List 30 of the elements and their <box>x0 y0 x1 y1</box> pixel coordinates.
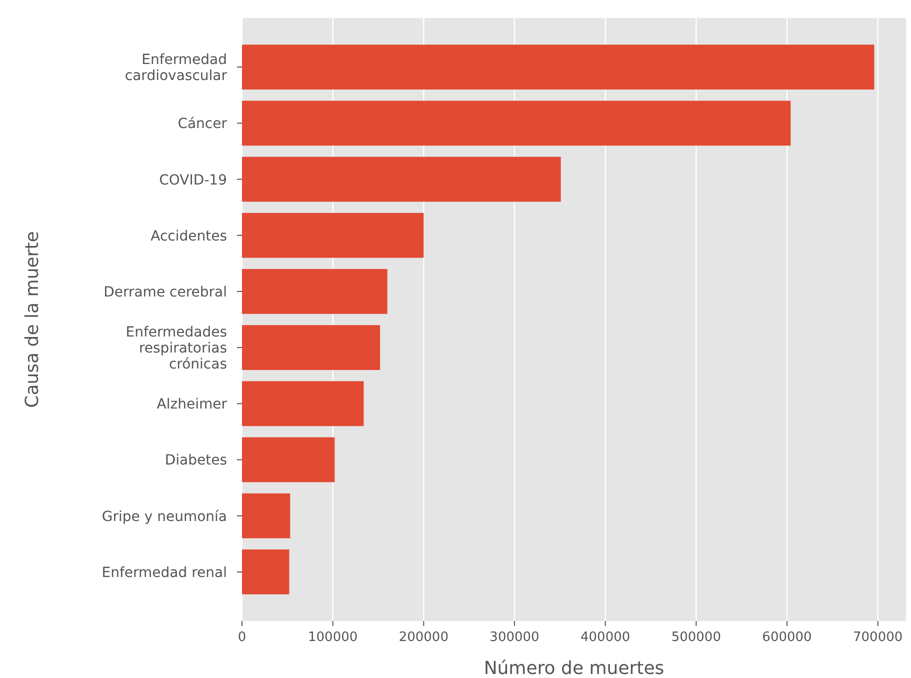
x-tick-label: 700000 <box>853 630 903 645</box>
x-tick-label: 400000 <box>580 630 630 645</box>
x-tick-label: 0 <box>238 630 246 645</box>
x-axis-title: Número de muertes <box>484 658 664 678</box>
y-tick-label: Enfermedades respiratorias crónicas <box>126 324 227 373</box>
y-axis-title: Causa de la muerte <box>22 231 43 408</box>
x-tick-label: 600000 <box>762 630 812 645</box>
y-tick-label: Gripe y neumonía <box>102 508 227 525</box>
bar <box>242 381 364 426</box>
x-tick-label: 200000 <box>398 630 448 645</box>
y-tick-label: Enfermedad renal <box>102 564 227 581</box>
bar <box>242 549 290 594</box>
x-tick-label: 300000 <box>490 630 540 645</box>
bar <box>242 269 388 314</box>
y-tick-label: Diabetes <box>164 452 227 469</box>
x-tick-label: 100000 <box>308 630 358 645</box>
y-tick-label: Derrame cerebral <box>104 284 227 300</box>
bar <box>242 212 424 258</box>
bar <box>242 100 791 146</box>
x-tick-label: 500000 <box>671 630 721 645</box>
y-tick-label: Accidentes <box>150 228 227 244</box>
y-tick-label: Cáncer <box>178 116 228 132</box>
bar <box>242 156 561 202</box>
bar <box>242 325 380 370</box>
y-tick-label: Enfermedad cardiovascular <box>124 52 228 84</box>
y-tick-label: COVID-19 <box>159 172 227 188</box>
bar <box>242 44 874 90</box>
bar <box>242 437 335 482</box>
bar <box>242 493 290 538</box>
y-tick-label: Alzheimer <box>156 396 228 413</box>
